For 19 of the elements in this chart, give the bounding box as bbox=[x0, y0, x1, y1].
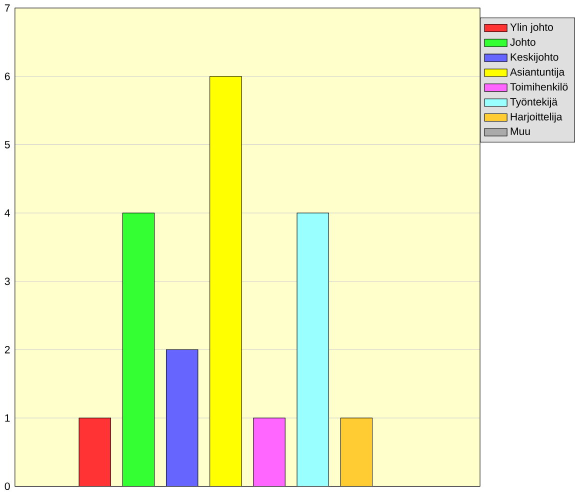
bar bbox=[210, 76, 242, 486]
legend-label: Harjoittelija bbox=[510, 112, 562, 122]
legend-label: Johto bbox=[510, 38, 536, 46]
bar bbox=[166, 349, 198, 486]
y-tick-label: 2 bbox=[4, 346, 10, 354]
y-tick-label: 1 bbox=[5, 414, 10, 422]
y-tick-label: 3 bbox=[4, 277, 10, 285]
y-tick-label: 0 bbox=[4, 482, 10, 490]
y-tick-label: 4 bbox=[4, 209, 10, 216]
legend-label: Muu bbox=[510, 127, 530, 135]
bar bbox=[122, 212, 155, 486]
y-tick-label: 7 bbox=[4, 4, 10, 12]
legend-label: Ylin johto bbox=[510, 22, 553, 33]
legend-label: Asiantuntija bbox=[510, 68, 565, 78]
y-tick-label: 5 bbox=[4, 140, 10, 148]
legend-label: Toimihenkilö bbox=[510, 82, 568, 90]
legend-label: Työntekijä bbox=[510, 98, 558, 108]
y-tick-label: 6 bbox=[4, 72, 10, 80]
legend-label: Keskijohto bbox=[510, 52, 558, 63]
